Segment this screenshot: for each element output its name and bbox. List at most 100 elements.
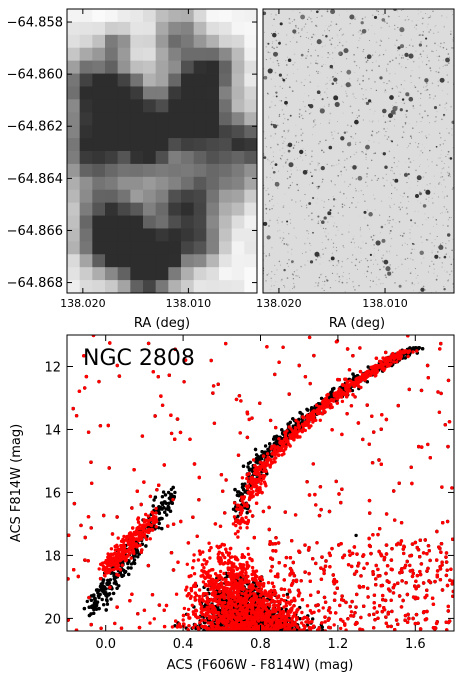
image-speckle: [294, 235, 296, 237]
image-speckle: [338, 280, 341, 283]
image-speckle: [349, 156, 352, 158]
image-star: [302, 169, 308, 175]
image-pixel: [206, 112, 220, 126]
image-speckle: [377, 18, 379, 20]
image-speckle: [422, 17, 424, 19]
image-speckle: [434, 26, 436, 28]
image-speckle: [442, 59, 445, 61]
image-speckle: [357, 78, 359, 80]
scatter-point-all: [120, 574, 124, 578]
image-star: [369, 253, 373, 257]
image-speckle: [412, 105, 414, 107]
image-star: [425, 189, 431, 195]
image-speckle: [385, 173, 387, 175]
image-pixel: [130, 151, 144, 165]
image-speckle: [448, 172, 450, 175]
image-star: [343, 131, 347, 134]
image-speckle: [421, 116, 424, 119]
image-pixel: [130, 47, 144, 62]
image-speckle: [427, 271, 429, 273]
image-speckle: [418, 165, 421, 167]
image-pixel: [143, 47, 157, 62]
image-pixel: [67, 99, 81, 113]
image-speckle: [344, 159, 346, 161]
image-speckle: [296, 169, 299, 171]
image-speckle: [306, 18, 309, 21]
image-speckle: [420, 120, 422, 122]
image-speckle: [298, 187, 300, 188]
image-speckle: [372, 14, 374, 16]
image-speckle: [435, 290, 437, 293]
image-speckle: [300, 81, 303, 84]
image-speckle: [323, 206, 325, 209]
image-speckle: [270, 78, 272, 80]
image-speckle: [321, 46, 323, 48]
image-speckle: [360, 247, 362, 249]
image-speckle: [443, 167, 445, 169]
image-speckle: [384, 135, 386, 137]
image-speckle: [333, 222, 336, 224]
image-speckle: [366, 175, 368, 178]
image-speckle: [336, 73, 338, 74]
image-speckle: [420, 150, 422, 152]
image-speckle: [448, 56, 451, 58]
image-speckle: [425, 12, 426, 14]
image-speckle: [416, 185, 418, 187]
image-pixel: [168, 86, 182, 100]
image-speckle: [329, 67, 331, 70]
image-star: [373, 15, 378, 19]
image-speckle: [388, 37, 390, 39]
image-pixel: [181, 254, 195, 268]
scatter-point-all: [236, 514, 240, 518]
image-speckle: [418, 131, 420, 133]
image-speckle: [344, 291, 346, 293]
image-star: [282, 78, 285, 82]
image-pixel: [130, 254, 144, 268]
image-speckle: [285, 160, 287, 162]
image-speckle: [357, 246, 360, 248]
image-pixel: [244, 176, 257, 191]
image-speckle: [264, 31, 266, 33]
image-star: [389, 230, 392, 232]
image-speckle: [440, 172, 442, 174]
image-speckle: [263, 95, 265, 97]
image-star: [292, 29, 297, 34]
image-speckle: [385, 135, 387, 137]
image-speckle: [385, 49, 387, 51]
image-speckle: [283, 243, 286, 245]
image-speckle: [321, 181, 323, 184]
image-speckle: [299, 108, 301, 111]
scatter-point-all: [366, 365, 370, 369]
image-speckle: [304, 110, 307, 112]
image-speckle: [268, 253, 271, 255]
image-speckle: [339, 191, 342, 193]
image-speckle: [342, 112, 344, 114]
image-pixel: [231, 176, 245, 191]
image-star: [263, 75, 268, 80]
image-speckle: [287, 265, 289, 267]
scatter-point-all: [89, 598, 94, 602]
image-speckle: [396, 10, 398, 12]
image-star: [272, 170, 276, 174]
image-speckle: [342, 101, 344, 103]
image-star: [263, 221, 268, 226]
image-speckle: [371, 238, 374, 241]
image-pixel: [117, 202, 131, 216]
image-speckle: [354, 187, 356, 189]
scatter-point-all: [85, 599, 90, 604]
image-speckle: [311, 21, 313, 23]
image-speckle: [275, 31, 277, 33]
image-pixel: [117, 254, 131, 268]
image-star: [383, 259, 389, 265]
image-speckle: [409, 229, 411, 231]
image-speckle: [271, 121, 273, 123]
image-pixel: [244, 9, 257, 23]
image-pixel: [79, 86, 93, 100]
image-speckle: [290, 173, 292, 175]
image-pixel: [206, 280, 220, 293]
image-pixel: [67, 254, 81, 268]
image-speckle: [395, 222, 397, 224]
image-pixel: [143, 267, 157, 281]
image-speckle: [443, 42, 445, 44]
image-speckle: [307, 66, 309, 68]
